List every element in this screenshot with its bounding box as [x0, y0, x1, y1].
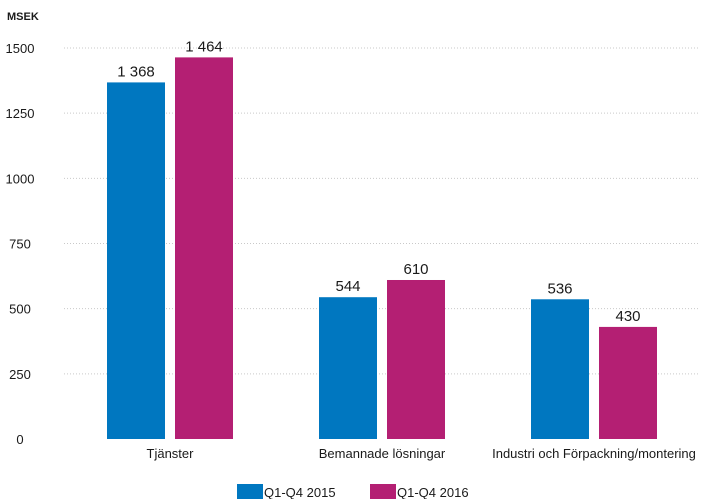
bar [319, 297, 377, 439]
bar [599, 326, 657, 439]
y-tick-label: 1500 [6, 41, 35, 56]
legend-swatch [237, 484, 263, 499]
y-tick-label: 1250 [6, 106, 35, 121]
legend-label: Q1-Q4 2015 [264, 485, 336, 499]
data-label: 536 [547, 280, 572, 297]
bar [531, 299, 589, 439]
bar [387, 279, 445, 439]
legend-swatch [370, 484, 396, 499]
category-label: Industri och Förpackning/montering [492, 446, 696, 461]
gridlines [64, 47, 700, 375]
y-tick-label: 750 [9, 237, 31, 252]
bar [107, 82, 165, 440]
unit-label: MSEK [7, 11, 39, 23]
bars [107, 57, 657, 440]
category-label: Tjänster [147, 446, 195, 461]
data-label: 1 464 [185, 38, 223, 55]
category-label: Bemannade lösningar [319, 446, 446, 461]
y-tick-label: 0 [16, 432, 23, 447]
data-label: 610 [403, 261, 428, 278]
y-tick-label: 500 [9, 302, 31, 317]
data-labels: 1 368 1 464 544 610 536 430 [117, 38, 640, 325]
y-tick-label: 250 [9, 367, 31, 382]
data-label: 544 [335, 278, 360, 295]
legend: Q1-Q4 2015 Q1-Q4 2016 [237, 484, 469, 499]
bar [175, 57, 233, 439]
legend-label: Q1-Q4 2016 [397, 485, 469, 499]
y-axis-ticks: 0 250 500 750 1000 1250 1500 [6, 41, 35, 447]
data-label: 1 368 [117, 63, 155, 80]
y-tick-label: 1000 [6, 171, 35, 186]
category-labels: Tjänster Bemannade lösningar Industri och … [147, 446, 696, 461]
data-label: 430 [615, 308, 640, 325]
